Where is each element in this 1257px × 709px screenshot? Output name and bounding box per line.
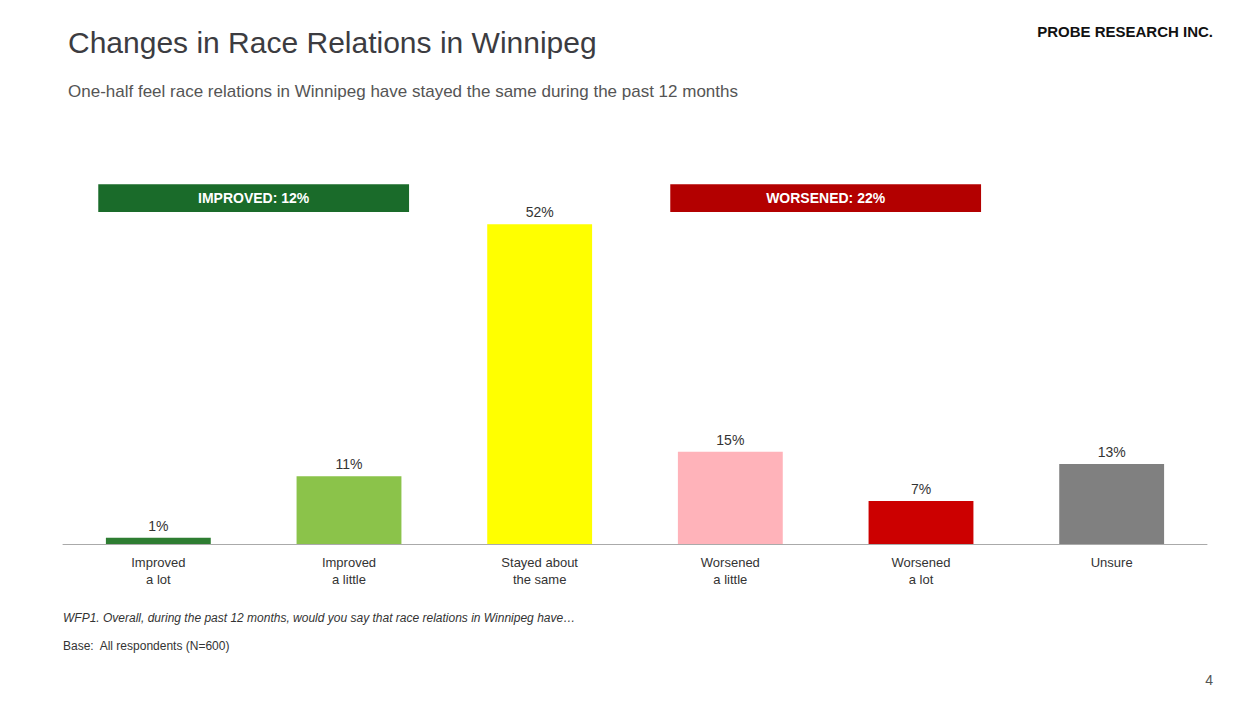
svg-text:Stayed about: Stayed about (501, 555, 578, 570)
svg-text:11%: 11% (336, 456, 363, 472)
svg-text:Improved: Improved (131, 555, 185, 570)
svg-text:13%: 13% (1098, 444, 1126, 460)
svg-text:PROBE RESEARCH INC.: PROBE RESEARCH INC. (1037, 23, 1213, 40)
svg-text:15%: 15% (716, 432, 744, 448)
svg-text:the same: the same (513, 572, 566, 587)
svg-text:1%: 1% (148, 518, 168, 534)
svg-text:Worsened: Worsened (701, 555, 760, 570)
svg-text:Worsened: Worsened (891, 555, 950, 570)
svg-text:a lot: a lot (146, 572, 171, 587)
svg-text:a little: a little (713, 572, 747, 587)
svg-text:4: 4 (1205, 672, 1213, 688)
svg-text:WFP1. Overall, during the past: WFP1. Overall, during the past 12 months… (63, 611, 575, 625)
svg-text:Changes in Race Relations in W: Changes in Race Relations in Winnipeg (68, 26, 597, 59)
svg-text:52%: 52% (526, 204, 554, 220)
svg-text:a little: a little (332, 572, 366, 587)
svg-text:7%: 7% (911, 481, 931, 497)
svg-text:a lot: a lot (909, 572, 934, 587)
svg-text:Base: All respondents (N=600): Base: All respondents (N=600) (63, 639, 229, 653)
svg-text:Improved: Improved (322, 555, 376, 570)
svg-text:WORSENED: 22%: WORSENED: 22% (766, 190, 886, 206)
svg-text:One-half feel race relations i: One-half feel race relations in Winnipeg… (68, 82, 738, 101)
svg-text:IMPROVED: 12%: IMPROVED: 12% (198, 190, 310, 206)
svg-text:Unsure: Unsure (1091, 555, 1133, 570)
